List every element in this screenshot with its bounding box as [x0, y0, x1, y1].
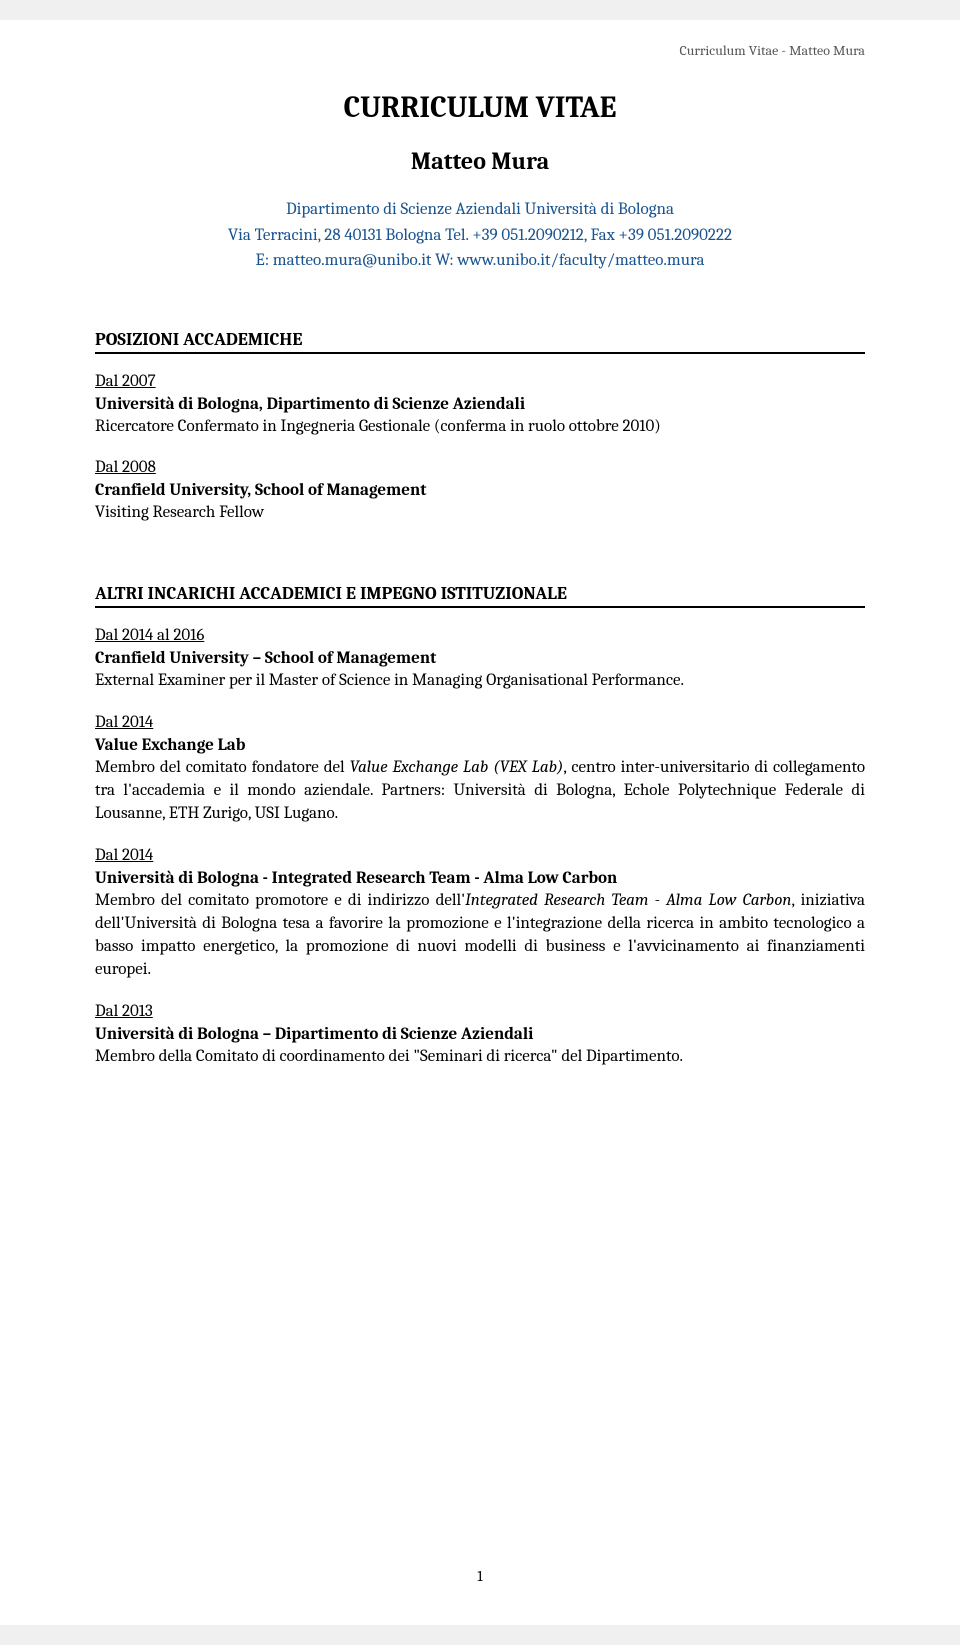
page-number: 1 — [0, 1567, 960, 1585]
section-heading-posizioni: POSIZIONI ACCADEMICHE — [95, 329, 865, 354]
document-page: Curriculum Vitae - Matteo Mura CURRICULU… — [0, 20, 960, 1625]
contact-line-2: Via Terracini, 28 40131 Bologna Tel. +39… — [95, 223, 865, 249]
header-right-text: Curriculum Vitae - Matteo Mura — [680, 42, 865, 59]
cv-entry: Dal 2008 Cranfield University, School of… — [95, 458, 865, 525]
contact-block: Dipartimento di Scienze Aziendali Univer… — [95, 197, 865, 274]
cv-entry: Dal 2014 Università di Bologna - Integra… — [95, 846, 865, 982]
cv-entry: Dal 2014 al 2016 Cranfield University – … — [95, 626, 865, 693]
entry-org: Università di Bologna, Dipartimento di S… — [95, 395, 865, 414]
entry-desc: Ricercatore Confermato in Ingegneria Ges… — [95, 416, 865, 439]
entry-org: Cranfield University, School of Manageme… — [95, 481, 865, 500]
desc-pre: Membro del comitato promotore e di indir… — [95, 891, 465, 910]
entry-desc: Visiting Research Fellow — [95, 502, 865, 525]
entry-date: Dal 2014 — [95, 846, 865, 865]
entry-desc: Membro del comitato promotore e di indir… — [95, 890, 865, 982]
desc-pre: Membro del comitato fondatore del — [95, 758, 350, 777]
desc-italic: Integrated Research Team - Alma Low Carb… — [465, 891, 791, 910]
entry-org: Università di Bologna – Dipartimento di … — [95, 1025, 865, 1044]
cv-entry: Dal 2014 Value Exchange Lab Membro del c… — [95, 713, 865, 826]
entry-date: Dal 2007 — [95, 372, 865, 391]
entry-date: Dal 2014 — [95, 713, 865, 732]
document-title: CURRICULUM VITAE — [95, 90, 865, 125]
entry-org: Cranfield University – School of Managem… — [95, 649, 865, 668]
entry-org: Value Exchange Lab — [95, 736, 865, 755]
entry-org: Università di Bologna - Integrated Resea… — [95, 869, 865, 888]
entry-desc: Membro del comitato fondatore del Value … — [95, 757, 865, 826]
contact-line-3: E: matteo.mura@unibo.it W: www.unibo.it/… — [95, 248, 865, 274]
entry-desc: External Examiner per il Master of Scien… — [95, 670, 865, 693]
entry-date: Dal 2008 — [95, 458, 865, 477]
desc-italic: Value Exchange Lab (VEX Lab) — [350, 758, 564, 777]
person-name: Matteo Mura — [95, 147, 865, 175]
cv-entry: Dal 2007 Università di Bologna, Dipartim… — [95, 372, 865, 439]
entry-date: Dal 2014 al 2016 — [95, 626, 865, 645]
section-heading-altri: ALTRI INCARICHI ACCADEMICI E IMPEGNO IST… — [95, 583, 865, 608]
entry-desc: Membro della Comitato di coordinamento d… — [95, 1046, 865, 1069]
entry-date: Dal 2013 — [95, 1002, 865, 1021]
contact-line-1: Dipartimento di Scienze Aziendali Univer… — [95, 197, 865, 223]
cv-entry: Dal 2013 Università di Bologna – Diparti… — [95, 1002, 865, 1069]
